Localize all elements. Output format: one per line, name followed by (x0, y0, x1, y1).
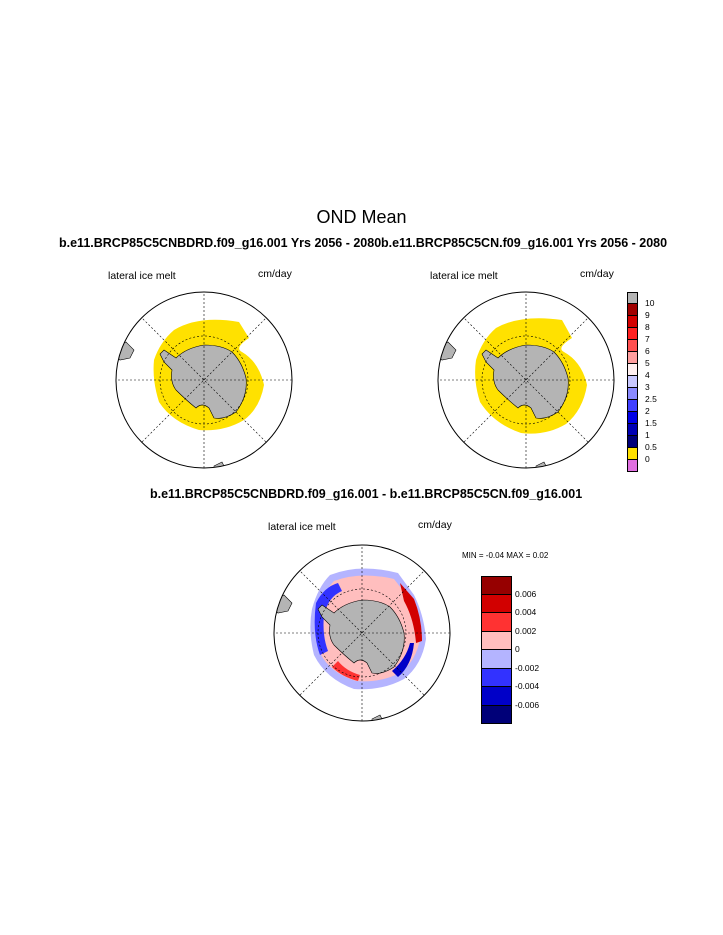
colorbar-main-swatch (627, 352, 638, 364)
colorbar-diff-swatch (481, 594, 512, 613)
colorbar-diff-tick-label: -0.006 (515, 699, 540, 710)
colorbar-main-swatch (627, 448, 638, 460)
colorbar-diff-swatch (481, 631, 512, 650)
colorbar-diff-swatch (481, 650, 512, 669)
left-panel-units: cm/day (258, 268, 292, 280)
diff-min-max: MIN = -0.04 MAX = 0.02 (462, 551, 549, 560)
colorbar-diff-tick-label: -0.002 (515, 662, 540, 673)
antarctica-land (317, 599, 405, 674)
colorbar-main-tick-label: 1.5 (645, 418, 657, 428)
left-panel-label: lateral ice melt (108, 270, 176, 282)
right-panel-units: cm/day (580, 268, 614, 280)
antarctica-land (159, 344, 247, 419)
colorbar-main-swatch (627, 436, 638, 448)
antarctica-land (481, 344, 569, 419)
colorbar-diff-swatch (481, 687, 512, 706)
left-polar-map (115, 291, 293, 469)
colorbar-main-swatch (627, 424, 638, 436)
colorbar-main-tick-label: 9 (645, 310, 650, 320)
colorbar-main-tick-label: 3 (645, 382, 650, 392)
right-polar-map (437, 291, 615, 469)
colorbar-diff-swatch (481, 705, 512, 724)
diff-panel-units: cm/day (418, 519, 452, 531)
colorbar-main-tick-label: 1 (645, 430, 650, 440)
right-panel-title: b.e11.BRCP85C5CN.f09_g16.001 Yrs 2056 - … (381, 236, 668, 250)
colorbar-main-tick-label: 2.5 (645, 394, 657, 404)
colorbar-diff-tick-label: 0.004 (515, 607, 537, 617)
colorbar-main-tick-label: 10 (645, 298, 655, 308)
right-panel-label: lateral ice melt (430, 270, 498, 282)
colorbar-main-swatch (627, 376, 638, 388)
colorbar-diff: 0.006 0.004 0.002 0 -0.002 -0.004 -0.006 (481, 576, 552, 724)
colorbar-main-swatch (627, 328, 638, 340)
colorbar-main-tick-label: 4 (645, 370, 650, 380)
colorbar-main-swatch (627, 340, 638, 352)
colorbar-main-swatch (627, 388, 638, 400)
colorbar-main-swatch (627, 412, 638, 424)
colorbar-diff-tick-label: 0.006 (515, 588, 537, 599)
colorbar-diff-swatch (481, 576, 512, 595)
colorbar-main-swatch (627, 304, 638, 316)
australia-land (371, 714, 385, 721)
colorbar-diff-tick-label: 0 (515, 644, 520, 654)
main-title: OND Mean (316, 207, 407, 227)
colorbar-main-tick-label: 0 (645, 454, 650, 464)
colorbar-main-swatch (627, 460, 638, 472)
colorbar-main-tick-label: 7 (645, 334, 650, 344)
left-panel-title: b.e11.BRCP85C5CNBDRD.f09_g16.001 Yrs 205… (59, 236, 382, 250)
australia-land (213, 461, 227, 468)
colorbar-diff-tick-label: -0.004 (515, 681, 540, 691)
colorbar-diff-swatch (481, 613, 512, 632)
colorbar-main-tick-label: 6 (645, 346, 650, 356)
colorbar-main: 10 9 8 7 6 5 4 3 2.5 2 1.5 1 0.5 0 (627, 292, 678, 472)
colorbar-main-swatch (627, 400, 638, 412)
diff-polar-map (273, 544, 451, 722)
australia-land (535, 461, 549, 468)
colorbar-diff-swatch (481, 668, 512, 687)
colorbar-main-swatch (627, 316, 638, 328)
colorbar-main-swatch (627, 292, 638, 304)
diff-panel-title: b.e11.BRCP85C5CNBDRD.f09_g16.001 - b.e11… (150, 487, 583, 501)
diff-panel-label: lateral ice melt (268, 521, 336, 533)
colorbar-diff-tick-label: 0.002 (515, 625, 537, 636)
colorbar-main-tick-label: 8 (645, 322, 650, 332)
colorbar-main-swatch (627, 364, 638, 376)
colorbar-main-tick-label: 2 (645, 406, 650, 416)
colorbar-main-tick-label: 0.5 (645, 442, 657, 452)
colorbar-main-tick-label: 5 (645, 358, 650, 368)
